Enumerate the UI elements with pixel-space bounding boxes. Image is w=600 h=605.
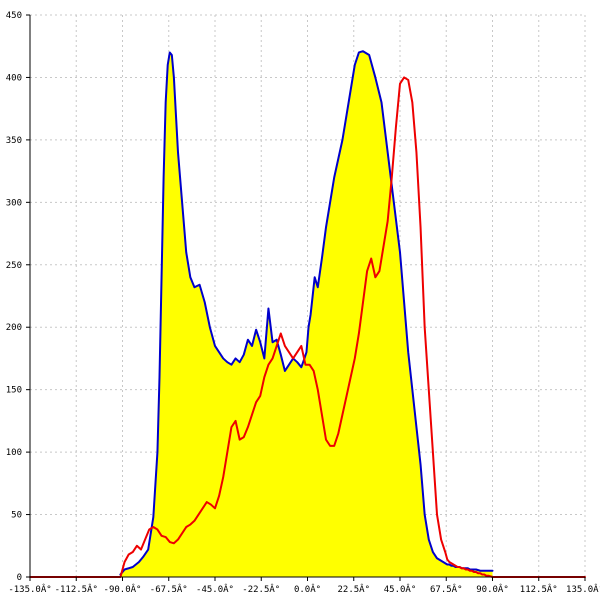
series-layer xyxy=(29,50,586,578)
x-tick-label-0: -135.0Â° xyxy=(8,583,51,595)
x-tick-label-4: -45.0Â° xyxy=(196,583,234,595)
x-tick-label-8: 45.0Â° xyxy=(384,583,417,595)
series-0-line xyxy=(119,50,494,576)
y-tick-label-3: 150 xyxy=(6,386,22,396)
x-tick-label-7: 22.5Â° xyxy=(337,583,370,595)
x-tick-label-6: 0.0Â° xyxy=(294,583,321,595)
label-layer: -135.0Â° -112.5Â° -90.0Â° -67.5Â° -45.0Â° -22… xyxy=(6,11,600,595)
x-tick-label-1: -112.5Â° xyxy=(55,583,98,595)
x-tick-label-2: -90.0Â° xyxy=(104,583,142,595)
series-0-area xyxy=(120,51,493,578)
x-tick-label-9: 67.5Â° xyxy=(430,583,463,595)
x-tick-label-3: -67.5Â° xyxy=(150,583,188,595)
series-1-line xyxy=(29,76,586,578)
y-tick-label-9: 450 xyxy=(6,11,22,21)
y-tick-label-1: 50 xyxy=(11,511,22,521)
y-tick-label-8: 400 xyxy=(6,73,22,83)
y-tick-label-2: 100 xyxy=(6,448,22,458)
x-tick-label-10: 90.0Â° xyxy=(476,583,509,595)
x-tick-label-12: 135.0Â° xyxy=(566,583,600,595)
y-tick-label-0: 0 xyxy=(17,573,22,583)
x-tick-label-5: -22.5Â° xyxy=(242,583,280,595)
y-tick-label-5: 250 xyxy=(6,261,22,271)
y-tick-label-4: 200 xyxy=(6,323,22,333)
y-tick-label-7: 350 xyxy=(6,136,22,146)
axes-layer xyxy=(26,14,586,581)
x-tick-label-11: 112.5Â° xyxy=(520,583,558,595)
y-tick-label-6: 300 xyxy=(6,198,22,208)
